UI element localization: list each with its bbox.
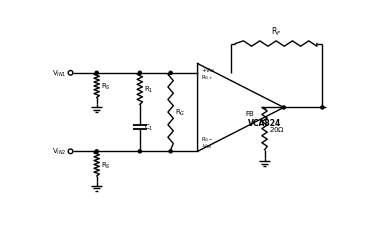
Text: +V$_{IN}$: +V$_{IN}$ — [201, 66, 215, 75]
Text: -V$_{IN}$: -V$_{IN}$ — [201, 141, 212, 150]
Text: R$_G$: R$_G$ — [175, 107, 186, 118]
Circle shape — [321, 106, 324, 109]
Circle shape — [138, 150, 141, 153]
Circle shape — [95, 72, 98, 75]
Text: R$_F$: R$_F$ — [271, 25, 281, 38]
Text: VCA824: VCA824 — [248, 119, 281, 128]
Text: 20$\Omega$: 20$\Omega$ — [269, 125, 285, 134]
Text: C$_1$: C$_1$ — [144, 123, 154, 133]
Circle shape — [138, 72, 141, 75]
Circle shape — [282, 106, 285, 109]
Text: R$_{G-}$: R$_{G-}$ — [201, 135, 213, 144]
Circle shape — [169, 72, 172, 75]
Text: FB: FB — [245, 110, 254, 116]
Text: R$_{G+}$: R$_{G+}$ — [201, 73, 213, 82]
Circle shape — [169, 150, 172, 153]
Text: V$_{IN2}$: V$_{IN2}$ — [52, 147, 67, 157]
Text: R$_S$: R$_S$ — [101, 160, 111, 170]
Text: R$_1$: R$_1$ — [144, 85, 154, 95]
Circle shape — [95, 150, 98, 153]
Text: V$_{IN1}$: V$_{IN1}$ — [52, 68, 67, 79]
Text: R$_S$: R$_S$ — [101, 82, 111, 92]
